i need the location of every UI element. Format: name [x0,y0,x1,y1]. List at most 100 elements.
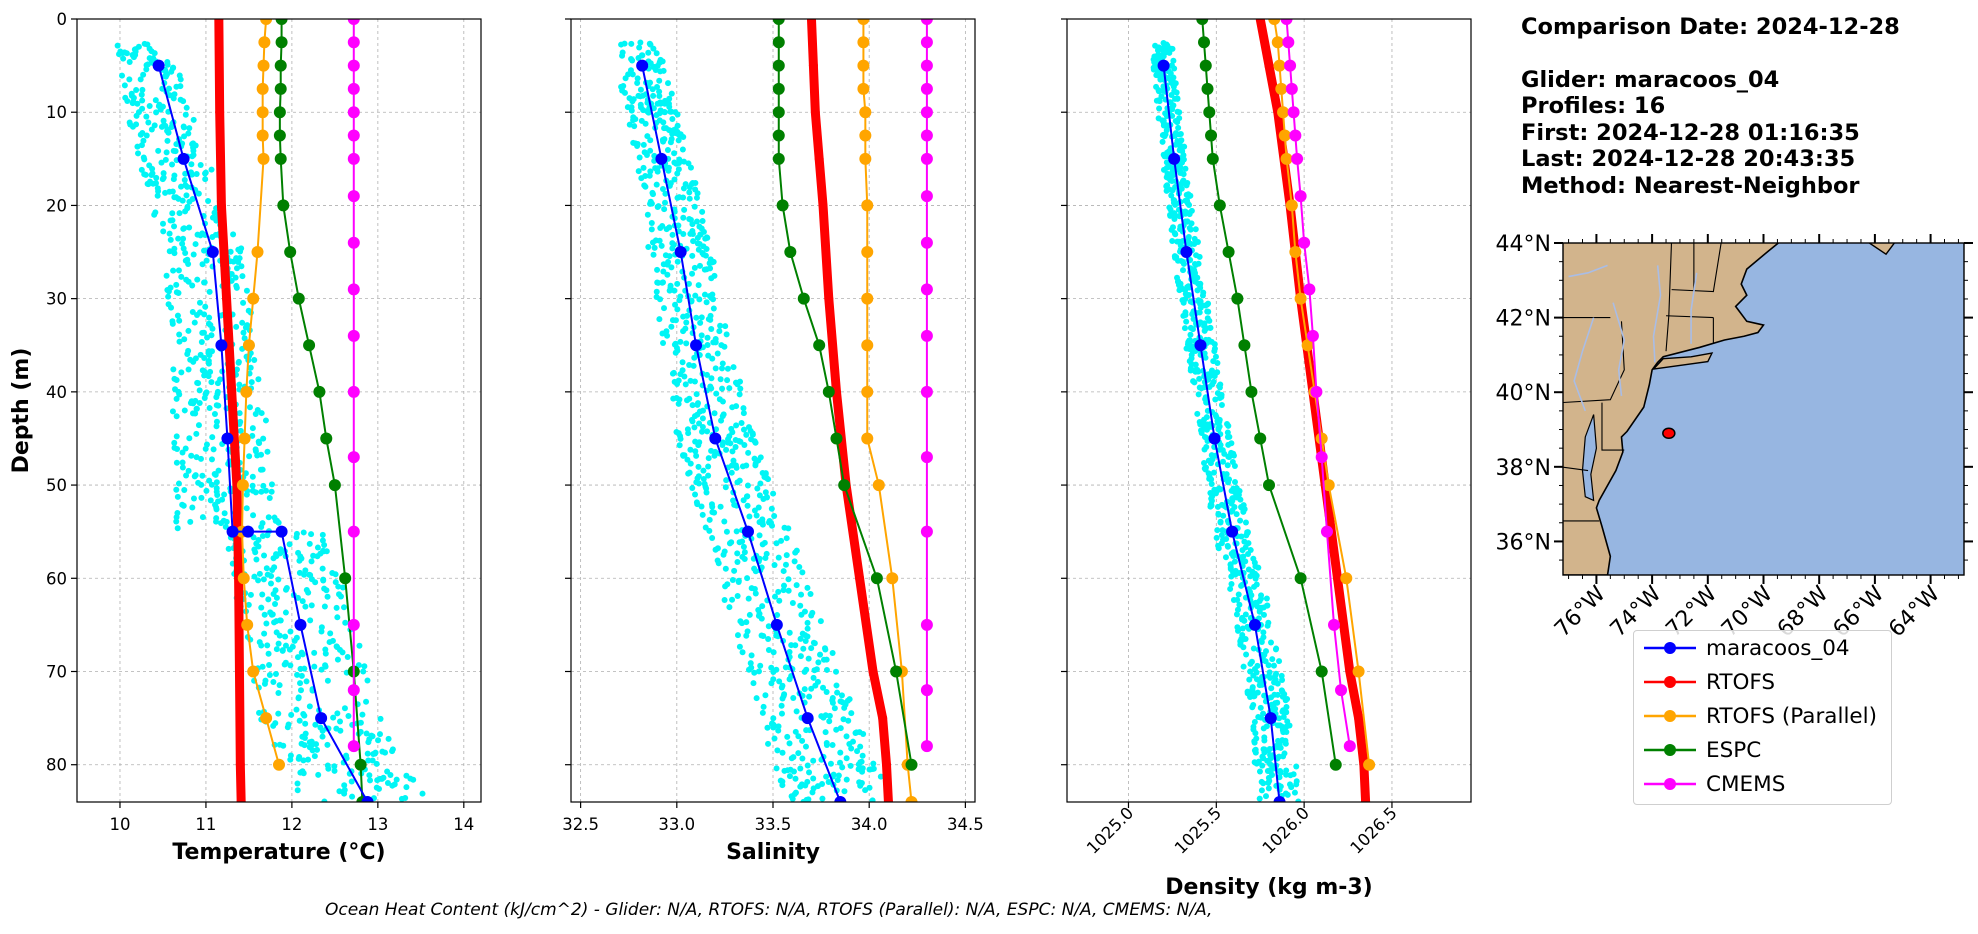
glider-point [689,418,696,425]
glider-point [326,639,333,646]
glider-point [219,496,226,503]
y-axis-label: Depth (m) [9,348,34,474]
glider-point [166,85,173,92]
glider-point [829,650,836,657]
glider-point [1240,553,1247,560]
point-cmems [920,36,933,49]
glider-point [802,743,809,750]
point-maracoos-04 [1273,796,1286,802]
glider-point [308,531,315,538]
glider-point [1187,331,1194,338]
glider-point [848,710,855,717]
glider-point [175,267,182,274]
glider-point [822,646,829,653]
glider-point [1204,315,1211,322]
point-maracoos-04 [221,432,234,445]
glider-point [1255,714,1262,721]
glider-point [645,109,652,116]
glider-point [795,750,802,757]
glider-point [196,387,203,394]
glider-point [643,151,650,158]
glider-point [363,698,370,705]
glider-point [189,504,196,511]
glider-point [173,395,180,402]
point-rtofs-parallel [1301,339,1314,352]
glider-point [790,694,797,701]
glider-point [667,180,674,187]
glider-point [240,299,247,306]
point-cmems [347,129,360,142]
glider-point [177,83,184,90]
glider-point [833,682,840,689]
glider-point [342,619,349,626]
glider-point [1188,266,1195,273]
glider-point [403,772,410,779]
glider-point [729,404,736,411]
glider-point [1246,676,1253,683]
glider-point [365,757,372,764]
glider-point [1256,608,1263,615]
glider-point [198,481,205,488]
glider-point [247,591,254,598]
glider-point [1242,611,1249,618]
axes-frame [76,18,482,803]
glider-point [1276,715,1283,722]
glider-point [792,775,799,782]
glider-point [264,571,271,578]
point-rtofs [868,667,878,676]
glider-point [1252,749,1259,756]
glider-point [664,271,671,278]
ytick-label: 40 [46,383,67,402]
glider-point [1260,604,1267,611]
legend-item-cmems: CMEMS [1642,769,1785,799]
glider-point [336,591,343,598]
glider-point [1239,625,1246,632]
point-cmems [347,36,360,49]
series-cmems [1280,19,1356,753]
land [1563,243,1780,575]
point-rtofs [1354,713,1364,723]
glider-point [797,653,804,660]
glider-point [674,122,681,129]
glider-point [1214,527,1221,534]
glider-point [177,76,184,83]
glider-point [321,585,328,592]
glider-point [1276,753,1283,760]
glider-point [243,287,250,294]
glider-point [1265,662,1272,669]
glider-point [1256,768,1263,775]
glider-point [719,365,726,372]
glider-point [833,726,840,733]
point-cmems [1320,525,1333,538]
point-espc [772,36,785,49]
glider-point [185,366,192,373]
glider-point [389,782,396,789]
glider-point [175,480,182,487]
glider-point [1160,87,1167,94]
glider-point [814,783,821,790]
glider-point [656,88,663,95]
glider-point [691,203,698,210]
lon-tick-label: 64°W [1884,581,1945,642]
glider-point [671,176,678,183]
point-cmems [920,618,933,631]
glider-point [208,166,215,173]
glider-point [741,442,748,449]
glider-point [258,451,265,458]
glider-point [629,71,636,78]
glider-point [729,577,736,584]
point-espc [277,199,290,212]
glider-point [165,293,172,300]
glider-point [756,492,763,499]
glider-point [139,130,146,137]
glider-point [317,724,324,731]
glider-point [355,662,362,669]
glider-point [703,299,710,306]
glider-point [771,735,778,742]
glider-point [719,385,726,392]
point-rtofs [810,107,820,117]
point-espc [1196,19,1209,25]
glider-point [217,376,224,383]
glider-point [215,402,222,409]
glider-point [1281,691,1288,698]
